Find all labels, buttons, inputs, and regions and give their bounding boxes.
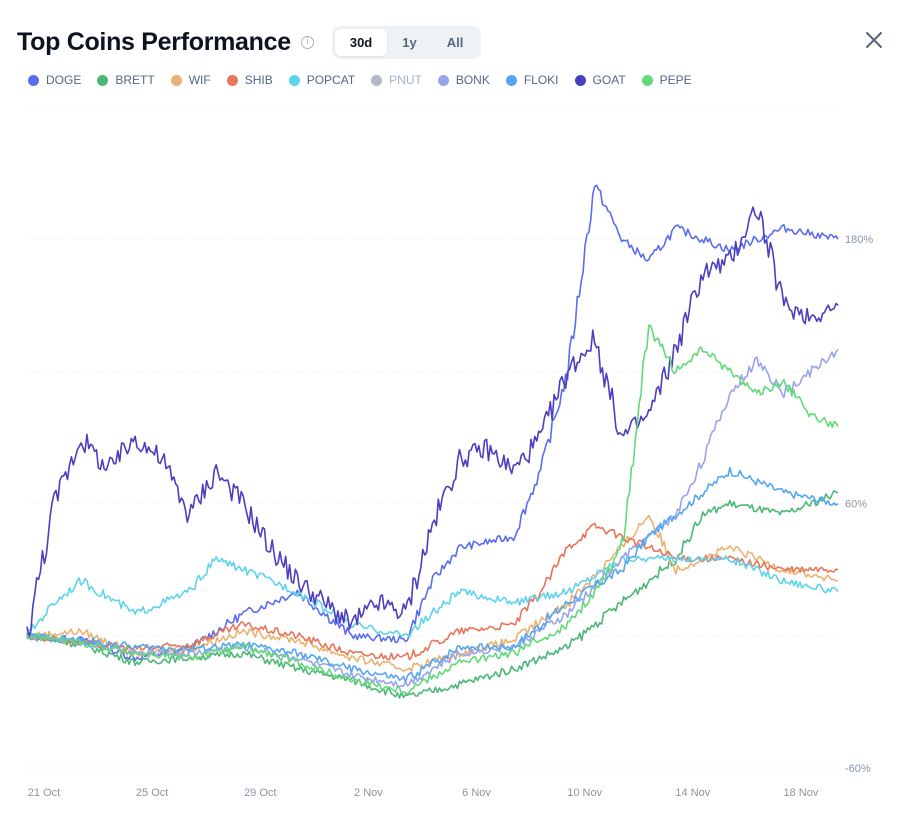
- series-line-floki[interactable]: [26, 467, 839, 683]
- legend-dot-icon: [505, 74, 517, 86]
- series-line-pepe[interactable]: [26, 324, 839, 695]
- legend-label: POPCAT: [306, 73, 356, 87]
- y-tick-label: 60%: [845, 499, 867, 511]
- legend-dot-icon: [288, 74, 300, 86]
- legend-dot-icon: [371, 74, 383, 86]
- x-tick-label: 14 Nov: [675, 787, 710, 799]
- legend-label: BONK: [455, 73, 490, 87]
- chart-title: Top Coins Performance: [17, 27, 291, 56]
- x-tick-label: 2 Nov: [354, 787, 383, 799]
- chart-legend: DOGE BRETT WIF SHIB POPCAT PNUT BONK FLOKI GOAT P…: [28, 73, 708, 87]
- legend-item-pnut[interactable]: PNUT: [371, 73, 422, 87]
- legend-label: DOGE: [46, 73, 82, 87]
- x-tick-label: 29 Oct: [244, 787, 276, 799]
- legend-label: WIF: [188, 73, 211, 87]
- period-tabs: 30d 1y All: [331, 25, 482, 59]
- series-line-brett[interactable]: [26, 489, 839, 699]
- legend-label: PNUT: [389, 73, 422, 87]
- legend-label: BRETT: [115, 73, 155, 87]
- legend-dot-icon: [574, 74, 586, 86]
- legend-item-wif[interactable]: WIF: [170, 73, 211, 87]
- legend-label: FLOKI: [523, 73, 559, 87]
- chart-header: Top Coins Performance i 30d 1y All: [17, 25, 482, 59]
- legend-dot-icon: [641, 74, 653, 86]
- legend-item-pepe[interactable]: PEPE: [641, 73, 692, 87]
- legend-item-goat[interactable]: GOAT: [574, 73, 626, 87]
- legend-label: SHIB: [244, 73, 273, 87]
- tab-30d[interactable]: 30d: [334, 28, 388, 56]
- legend-dot-icon: [97, 74, 109, 86]
- legend-item-popcat[interactable]: POPCAT: [288, 73, 356, 87]
- x-tick-label: 21 Oct: [28, 787, 60, 799]
- info-circle-icon[interactable]: i: [300, 35, 314, 49]
- legend-label: PEPE: [659, 73, 692, 87]
- series-line-bonk[interactable]: [26, 348, 839, 688]
- tab-all[interactable]: All: [446, 34, 464, 50]
- x-tick-label: 6 Nov: [462, 787, 491, 799]
- legend-label: GOAT: [592, 73, 626, 87]
- x-tick-label: 10 Nov: [567, 787, 602, 799]
- series-line-goat[interactable]: [26, 206, 839, 638]
- close-icon[interactable]: [864, 30, 884, 50]
- legend-item-shib[interactable]: SHIB: [226, 73, 273, 87]
- legend-item-brett[interactable]: BRETT: [97, 73, 155, 87]
- legend-dot-icon: [28, 74, 39, 86]
- x-tick-label: 18 Nov: [784, 787, 819, 799]
- legend-item-floki[interactable]: FLOKI: [505, 73, 559, 87]
- tab-1y[interactable]: 1y: [402, 34, 417, 50]
- series-line-popcat[interactable]: [26, 554, 839, 639]
- series-line-shib[interactable]: [26, 522, 839, 661]
- y-tick-label: -60%: [845, 763, 871, 775]
- legend-dot-icon: [226, 74, 238, 86]
- legend-dot-icon: [437, 74, 449, 86]
- legend-dot-icon: [170, 74, 182, 86]
- y-tick-label: 180%: [845, 234, 873, 246]
- legend-item-doge[interactable]: DOGE: [28, 73, 81, 87]
- x-tick-label: 25 Oct: [136, 787, 168, 799]
- legend-item-bonk[interactable]: BONK: [437, 73, 490, 87]
